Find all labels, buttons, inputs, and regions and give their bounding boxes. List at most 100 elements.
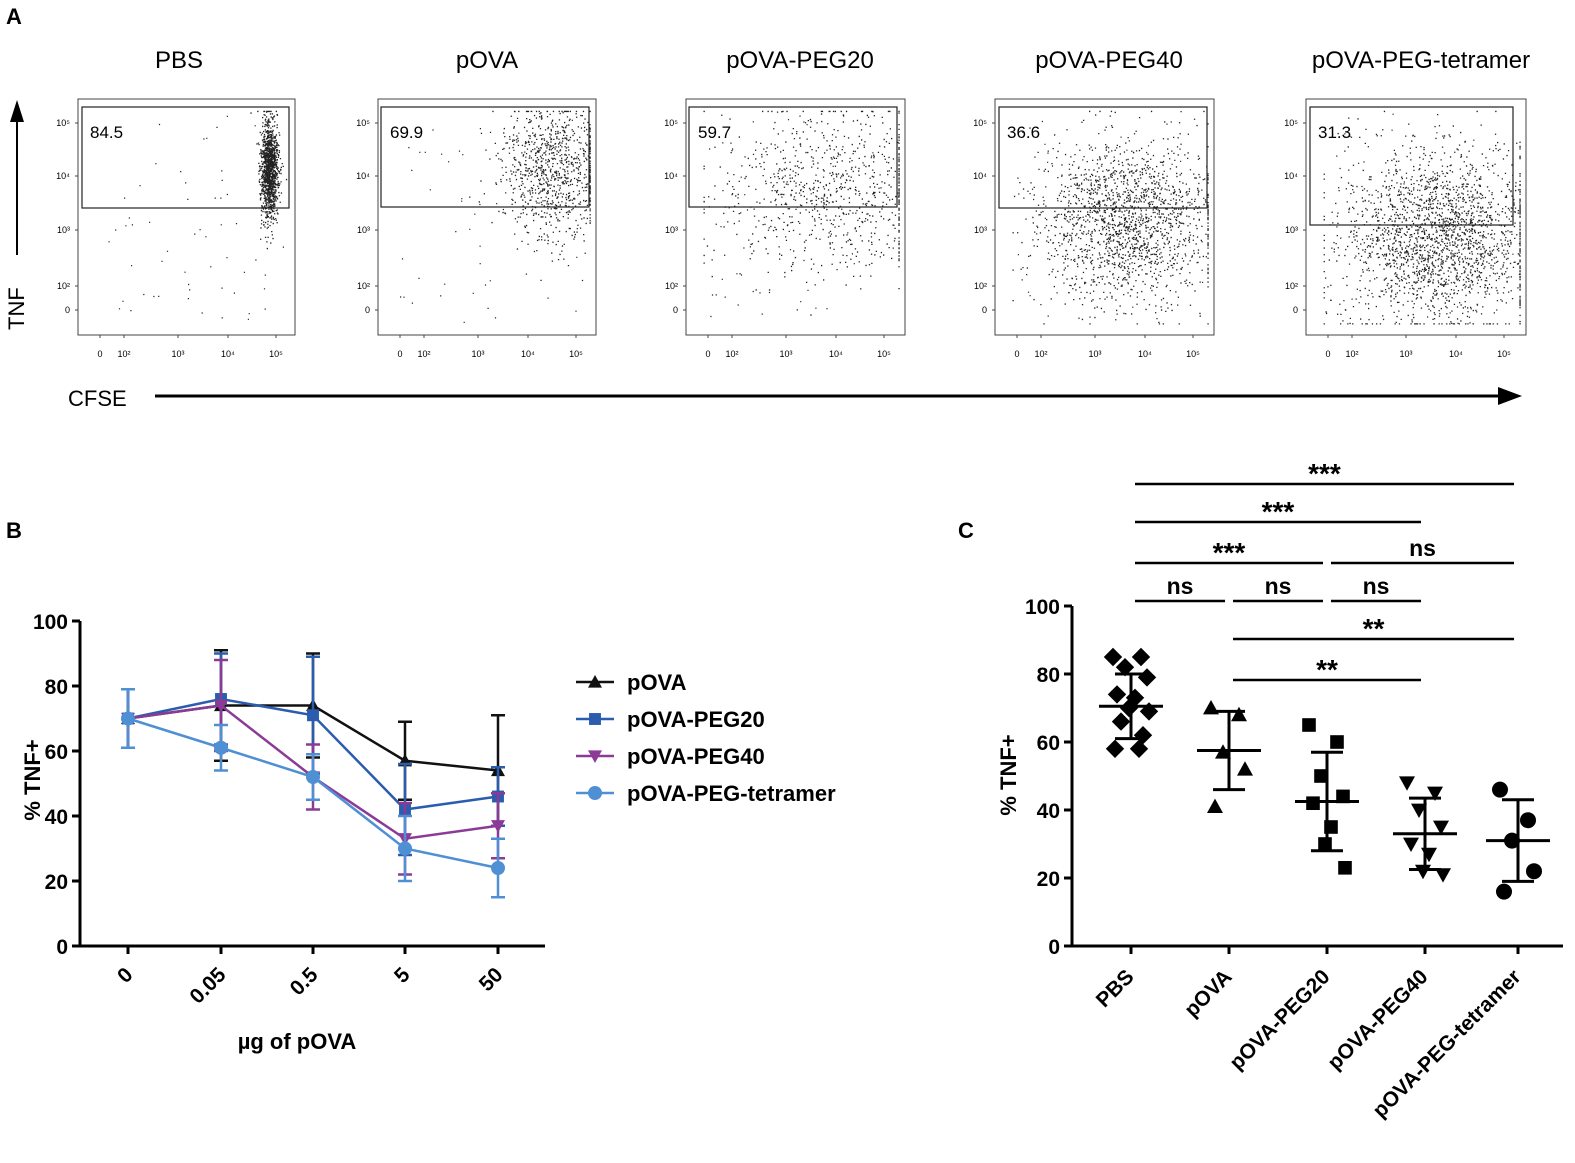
y-tick-label: 40 [1037,800,1060,823]
y-tick-label: 0 [65,305,70,315]
data-point [1119,698,1139,718]
group-pova-peg40 [1393,776,1457,883]
data-point [1435,868,1451,883]
x-tick-label: 50 [475,963,508,996]
x-tick-label: 10³ [1399,349,1412,359]
flow-plot-frame [77,98,296,336]
data-point [1411,803,1427,818]
data-point [1399,776,1415,791]
data-point [214,699,228,713]
group-pova [1197,700,1261,813]
gate-value: 69.9 [390,123,423,142]
y-tick-label: 60 [1037,732,1060,755]
y-tick-label: 20 [45,871,68,894]
gate-value: 84.5 [90,123,123,142]
y-tick-label: 10⁴ [1284,171,1298,181]
x-tick-label: 10⁵ [269,349,283,359]
data-point [398,841,412,856]
y-tick-label: 60 [45,741,68,764]
data-point [1433,820,1449,835]
y-tick-label: 0 [1048,936,1060,959]
significance-label: *** [1262,496,1295,527]
data-point [1427,786,1443,801]
gate-rectangle [380,106,590,208]
data-point [1318,837,1332,851]
gate-rectangle [81,106,290,209]
x-tick-label: 10⁵ [1497,349,1511,359]
y-tick-label: 100 [33,611,68,634]
x-tick-label: 10⁵ [569,349,583,359]
legend-marker [589,713,601,725]
flow-plot-frame [994,98,1215,336]
flow-plot-pbs: PBS 84.5 10⁵ 10⁴ 10³ 10² 0 0 10² 10³ 10⁴ 10⁵ [56,47,296,359]
gate-value: 59.7 [698,123,731,142]
data-point [1107,685,1127,704]
gate-rectangle [1309,106,1514,226]
group-pova-peg-tetramer [1486,781,1550,900]
x-tick-label: PBS [1092,965,1139,1012]
series-pova-peg-tetramer [121,688,505,899]
x-tick-label: 0 [1014,349,1019,359]
event-dots [1012,110,1209,325]
x-tick-label: 10⁴ [1138,349,1152,359]
data-point [1115,658,1135,677]
event-dot-cloud [1012,110,1209,325]
group-pbs [1099,647,1163,758]
flow-plot-pova-peg-tetramer: pOVA-PEG-tetramer 31.3 10⁵ 10⁴ 10³ 10² 0 0 10²… [1284,47,1530,359]
flow-plot-pova-peg40: pOVA-PEG40 36.6 10⁵ 10⁴ 10³ 10² 0 0 10² 10³ 10⁴ 1… [973,47,1215,359]
y-tick-label: 10² [974,281,987,291]
x-tick-label: 0 [397,349,402,359]
data-point [1103,647,1123,667]
legend-marker [588,750,602,763]
y-tick-label: 10³ [665,225,678,235]
x-tick-label: 0 [113,963,138,988]
data-point [1105,739,1125,758]
x-tick-label: 10⁴ [829,349,843,359]
data-point [491,861,505,875]
data-point [1421,847,1437,863]
y-tick-label: 10⁵ [356,118,370,128]
x-tick-label: 10² [417,349,430,359]
significance-label: ns [1265,573,1292,599]
x-tick-label: 10⁵ [1186,349,1200,359]
y-tick-label: 20 [1037,868,1060,891]
event-dots [703,110,900,318]
legend-label: pOVA-PEG20 [627,707,765,732]
x-axis-title: µg of pOVA [238,1029,357,1054]
x-tick-label: 10³ [471,349,484,359]
x-tick-label: 10² [1034,349,1047,359]
x-tick-label: 0.5 [286,963,323,1000]
data-point [1330,735,1344,749]
x-tick-label: 10² [1345,349,1358,359]
x-tick-label: 10³ [779,349,792,359]
panel-label-c: C [958,518,974,543]
data-point [1207,798,1223,813]
flow-plot-title: pOVA-PEG20 [726,47,874,74]
y-tick-label: 10² [57,281,70,291]
y-tick-label: 10² [665,281,678,291]
y-tick-label: 10⁵ [664,118,678,128]
data-point [307,709,319,722]
data-point [1131,647,1151,667]
data-point [1336,789,1350,804]
x-tick-label: pOVA [1180,965,1236,1021]
y-tick-label: 10⁴ [973,171,987,181]
cfse-axis-label: CFSE [68,386,127,411]
flow-plot-frame [377,98,597,336]
y-tick-label: 0 [673,305,678,315]
data-point [1302,718,1316,732]
significance-label: ns [1409,535,1436,561]
y-tick-label: 10⁴ [664,171,678,181]
x-tick-label: 5 [390,963,415,988]
tnf-arrow-head [10,100,24,122]
flow-plot-title: pOVA [456,47,518,74]
legend-label: pOVA-PEG-tetramer [627,781,836,806]
cfse-arrow-head [1498,387,1522,405]
y-tick-label: 0 [56,936,68,959]
legend-marker [588,786,602,800]
data-point [1338,861,1352,875]
event-dots [1323,110,1521,325]
y-axis-title: % TNF+ [996,734,1021,815]
data-point [1129,739,1149,758]
x-tick-label: 10³ [1088,349,1101,359]
